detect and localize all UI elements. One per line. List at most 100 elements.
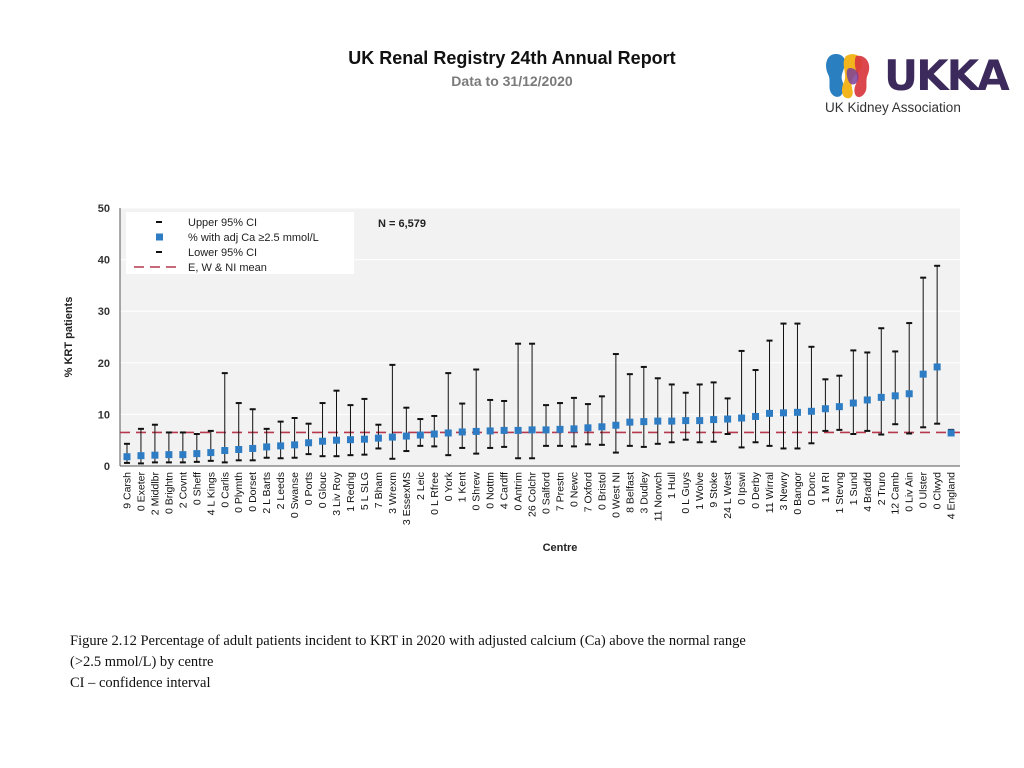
data-point xyxy=(305,439,313,447)
x-tick-label: 1 Stevng xyxy=(834,472,846,514)
data-point xyxy=(151,451,159,459)
y-tick-label: 50 xyxy=(98,203,110,215)
data-point xyxy=(458,428,466,436)
data-point xyxy=(947,429,955,437)
data-point xyxy=(835,403,843,411)
x-tick-label: 0 Sheff xyxy=(191,472,203,505)
x-tick-label: 24 L West xyxy=(722,472,734,519)
calcium-chart: 0 10 20 30 40 50 % KRT patients 9 Carsh 0 Exeter… xyxy=(63,203,960,554)
logo-tagline: UK Kidney Association xyxy=(825,100,961,115)
data-point xyxy=(221,447,229,455)
data-point xyxy=(123,453,131,461)
x-tick-label: 0 Bangor xyxy=(792,472,804,515)
x-tick-label: 0 Shrew xyxy=(471,472,483,511)
header: UK Renal Registry 24th Annual Report Dat… xyxy=(0,48,1024,89)
data-point xyxy=(137,452,145,460)
data-point xyxy=(724,415,732,423)
data-point xyxy=(779,409,787,417)
x-tick-label: 0 Nottm xyxy=(485,472,497,509)
data-point xyxy=(514,426,522,434)
x-tick-label: 8 Belfast xyxy=(624,472,636,513)
x-tick-label: 2 L Barts xyxy=(261,472,273,514)
x-tick-label: 0 Clwyd xyxy=(932,472,944,510)
x-tick-label: 0 Donc xyxy=(806,472,818,505)
x-tick-label: 0 Newc xyxy=(568,472,580,507)
y-tick-label: 30 xyxy=(98,306,110,318)
data-point xyxy=(207,449,215,457)
data-point xyxy=(668,417,676,425)
x-tick-label: 0 Exeter xyxy=(135,472,147,512)
x-tick-label: 0 West NI xyxy=(610,472,622,518)
data-point xyxy=(891,392,899,400)
x-tick-label: 1 Redng xyxy=(345,472,357,512)
data-point xyxy=(584,424,592,432)
data-point xyxy=(165,451,173,459)
x-tick-label: 3 Dudley xyxy=(638,471,650,513)
data-point xyxy=(249,444,257,452)
data-point xyxy=(402,432,410,440)
x-tick-label: 4 L Kings xyxy=(205,472,217,515)
x-tick-label: 0 Antrim xyxy=(513,472,525,511)
data-point xyxy=(863,396,871,404)
x-tick-label: 0 York xyxy=(443,471,455,501)
x-tick-label: 3 Wrexm xyxy=(387,472,399,514)
x-tick-label: 0 Carlis xyxy=(219,472,231,508)
y-tick-label: 20 xyxy=(98,358,110,370)
x-tick-label: 5 L SLG xyxy=(359,472,371,510)
data-point xyxy=(346,436,354,444)
y-tick-label: 10 xyxy=(98,409,110,421)
data-point xyxy=(793,408,801,416)
data-point xyxy=(682,417,690,425)
data-point xyxy=(849,399,857,407)
y-tick-label: 40 xyxy=(98,255,110,267)
x-tick-label: 0 Bristol xyxy=(596,472,608,510)
ukka-logo: UKKA UK Kidney Association xyxy=(822,50,1010,120)
caption-line-3: CI – confidence interval xyxy=(70,675,211,691)
x-tick-label: 0 Brightn xyxy=(163,472,175,514)
x-tick-label: 0 Swanse xyxy=(289,472,301,518)
caption-line-2: (>2.5 mmol/L) by centre xyxy=(70,654,214,670)
legend-point-symbol xyxy=(156,233,163,241)
data-point xyxy=(319,437,327,445)
data-point xyxy=(598,423,606,431)
x-tick-label: 4 England xyxy=(946,472,958,519)
x-tick-label: 0 L Rfree xyxy=(429,472,441,515)
data-point xyxy=(807,407,815,415)
data-point xyxy=(933,363,941,371)
logo-brand: UKKA xyxy=(884,51,1010,100)
x-tick-label: 7 Oxford xyxy=(582,472,594,512)
x-tick-label: 7 Prestn xyxy=(555,472,567,511)
report-title: UK Renal Registry 24th Annual Report xyxy=(348,48,676,68)
x-tick-label: 1 Sund xyxy=(848,472,860,505)
x-tick-label: 2 Leeds xyxy=(275,472,287,509)
data-point xyxy=(696,417,704,425)
data-point xyxy=(235,445,243,453)
data-point xyxy=(570,425,578,433)
data-point xyxy=(612,421,620,429)
x-tick-label: 0 Ports xyxy=(303,472,315,505)
data-point xyxy=(333,436,341,444)
caption-line-1: Figure 2.12 Percentage of adult patients… xyxy=(70,633,746,649)
x-tick-label: 2 Leic xyxy=(415,472,427,500)
x-tick-label: 1 M RI xyxy=(820,472,832,503)
data-point xyxy=(542,426,550,434)
x-tick-label: 26 Colchr xyxy=(527,472,539,517)
data-point xyxy=(416,431,424,439)
data-point xyxy=(752,412,760,420)
data-point xyxy=(738,414,746,422)
data-point xyxy=(374,434,382,442)
report-subtitle: Data to 31/12/2020 xyxy=(451,73,573,89)
figure-caption: Figure 2.12 Percentage of adult patients… xyxy=(70,631,746,694)
x-tick-label: 1 Hull xyxy=(666,472,678,499)
x-tick-label: 2 Truro xyxy=(876,472,888,505)
x-tick-label: 0 Ipswi xyxy=(736,472,748,505)
x-tick-label: 1 Wolve xyxy=(694,472,706,510)
legend-label: % with adj Ca ≥2.5 mmol/L xyxy=(188,232,319,244)
data-point xyxy=(626,418,634,426)
data-point xyxy=(291,441,299,449)
data-point xyxy=(388,433,396,441)
legend-label: Upper 95% CI xyxy=(188,217,257,229)
n-label: N = 6,579 xyxy=(378,218,426,230)
x-tick-label: 9 Stoke xyxy=(708,472,720,508)
x-tick-label: 3 EssexMS xyxy=(401,472,413,525)
